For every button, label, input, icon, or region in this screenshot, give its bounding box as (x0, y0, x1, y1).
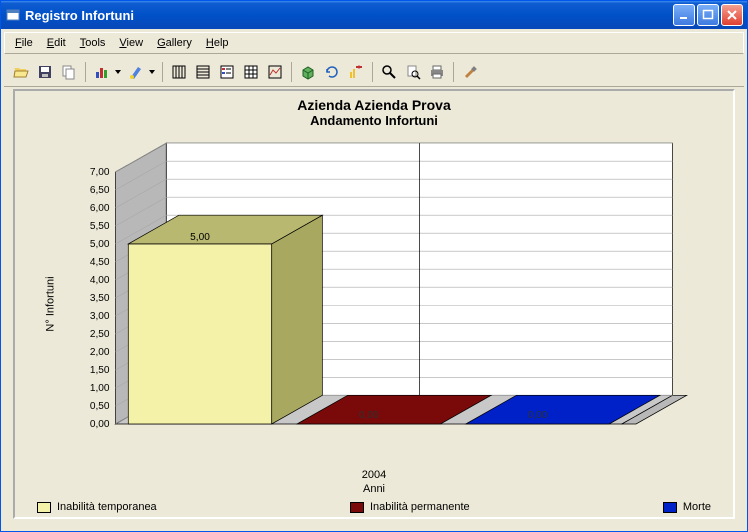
menubar: File Edit Tools View Gallery Help (4, 32, 744, 54)
menu-gallery[interactable]: Gallery (151, 35, 198, 51)
legend-item: Inabilità temporanea (37, 501, 157, 513)
svg-text:2,50: 2,50 (90, 329, 110, 340)
svg-text:0,00: 0,00 (359, 410, 379, 421)
toolbar-separator (291, 62, 292, 82)
toolbar (4, 57, 744, 87)
chart-panel: Azienda Azienda Prova Andamento Infortun… (13, 89, 735, 519)
minimize-button[interactable] (673, 4, 695, 26)
toolbar-separator (85, 62, 86, 82)
rotate-icon[interactable] (321, 61, 343, 83)
legend-icon[interactable] (216, 61, 238, 83)
menu-file[interactable]: File (9, 35, 39, 51)
svg-text:0,50: 0,50 (90, 401, 110, 412)
legend-label: Inabilità temporanea (57, 501, 157, 513)
color-dropdown[interactable] (147, 68, 157, 76)
titlebar: Registro Infortuni (1, 1, 747, 29)
app-window: Registro Infortuni File Edit Tools View … (0, 0, 748, 532)
svg-text:2,00: 2,00 (90, 347, 110, 358)
grid-vertical-icon[interactable] (168, 61, 190, 83)
series-icon[interactable] (264, 61, 286, 83)
zoom-icon[interactable] (378, 61, 400, 83)
legend-item: Morte (663, 501, 711, 513)
save-icon[interactable] (34, 61, 56, 83)
legend-swatch (350, 502, 364, 513)
svg-text:3,00: 3,00 (90, 311, 110, 322)
app-icon (5, 7, 21, 23)
toolbar-separator (453, 62, 454, 82)
svg-text:0,00: 0,00 (528, 410, 548, 421)
svg-text:6,00: 6,00 (90, 203, 110, 214)
legend-swatch (37, 502, 51, 513)
chart-subtitle: Andamento Infortuni (15, 113, 733, 128)
data-table-icon[interactable] (240, 61, 262, 83)
x-tick-label: 2004 (15, 469, 733, 481)
svg-text:0,00: 0,00 (90, 419, 110, 430)
svg-text:4,50: 4,50 (90, 257, 110, 268)
grid-horizontal-icon[interactable] (192, 61, 214, 83)
menu-tools[interactable]: Tools (74, 35, 112, 51)
3d-icon[interactable] (297, 61, 319, 83)
color-icon[interactable] (125, 61, 147, 83)
window-title: Registro Infortuni (25, 8, 673, 23)
chart-plot[interactable]: 0,00 0,50 1,00 1,50 2,00 2,50 3,00 3,50 4,00 4,50… (65, 137, 713, 465)
toolbar-separator (372, 62, 373, 82)
toolbar-separator (162, 62, 163, 82)
svg-text:4,00: 4,00 (90, 275, 110, 286)
close-button[interactable] (721, 4, 743, 26)
menu-help[interactable]: Help (200, 35, 235, 51)
chart-title: Azienda Azienda Prova (15, 91, 733, 113)
print-preview-icon[interactable] (402, 61, 424, 83)
x-axis-label: Anni (15, 483, 733, 495)
tools-icon[interactable] (459, 61, 481, 83)
svg-text:5,00: 5,00 (190, 232, 210, 243)
svg-text:1,00: 1,00 (90, 383, 110, 394)
clustered-icon[interactable] (345, 61, 367, 83)
svg-text:5,00: 5,00 (90, 239, 110, 250)
svg-text:6,50: 6,50 (90, 185, 110, 196)
legend-label: Morte (683, 501, 711, 513)
maximize-button[interactable] (697, 4, 719, 26)
chart-type-dropdown[interactable] (113, 68, 123, 76)
print-icon[interactable] (426, 61, 448, 83)
menu-view[interactable]: View (113, 35, 149, 51)
legend-item: Inabilità permanente (350, 501, 470, 513)
copy-icon[interactable] (58, 61, 80, 83)
legend-swatch (663, 502, 677, 513)
window-controls (673, 4, 743, 26)
svg-text:7,00: 7,00 (90, 167, 110, 178)
legend: Inabilità temporanea Inabilità permanent… (27, 501, 721, 513)
open-icon[interactable] (10, 61, 32, 83)
svg-text:3,50: 3,50 (90, 293, 110, 304)
chart-type-icon[interactable] (91, 61, 113, 83)
legend-label: Inabilità permanente (370, 501, 470, 513)
menu-edit[interactable]: Edit (41, 35, 72, 51)
svg-text:5,50: 5,50 (90, 221, 110, 232)
y-axis-label: N° Infortuni (45, 276, 57, 331)
svg-text:1,50: 1,50 (90, 365, 110, 376)
